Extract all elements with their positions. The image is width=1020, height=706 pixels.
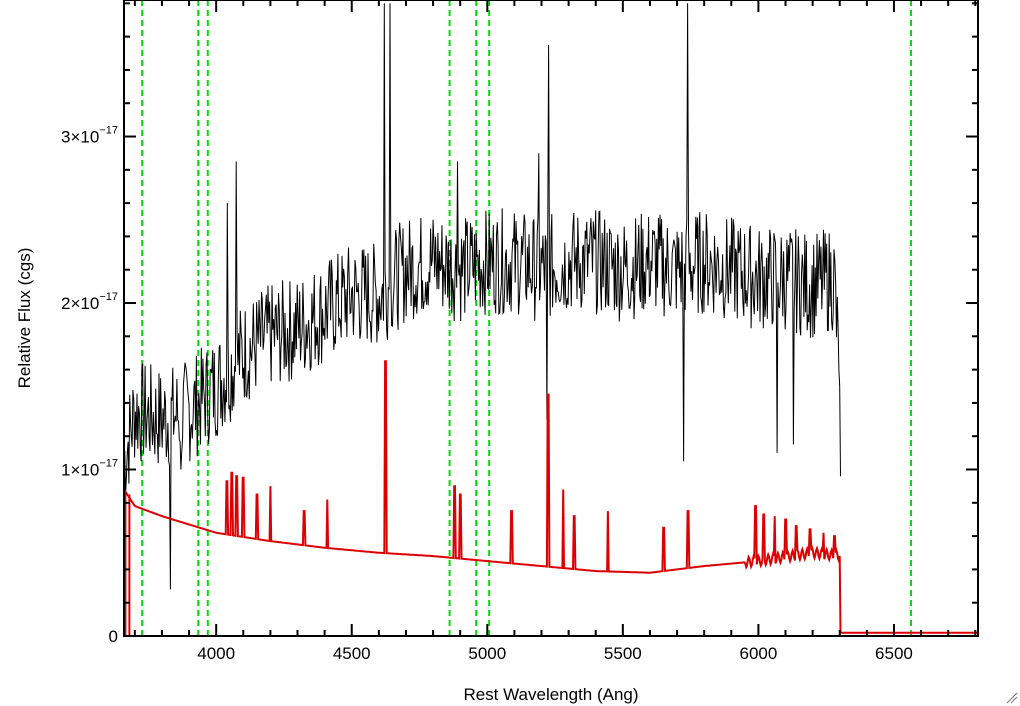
y-tick-label: 3×10−17 <box>61 125 118 147</box>
x-tick-label: 4000 <box>197 644 235 663</box>
resize-grip-icon[interactable] <box>1006 692 1018 704</box>
series-layer <box>123 3 978 636</box>
plot-frame <box>123 0 979 637</box>
y-axis-title: Relative Flux (cgs) <box>15 248 34 389</box>
tick-labels: 4000 4500 5000 5500 6000 6500 0 1×10−17 2×10−17 3… <box>61 125 913 663</box>
x-axis-title: Rest Wavelength (Ang) <box>463 685 638 704</box>
model-spectrum-line <box>123 360 978 636</box>
y-tick-label: 0 <box>109 627 118 646</box>
observed-spectrum-line <box>123 3 841 590</box>
x-tick-label: 6500 <box>875 644 913 663</box>
axes-frame <box>123 0 979 637</box>
x-tick-label: 5000 <box>468 644 506 663</box>
x-tick-label: 5500 <box>604 644 642 663</box>
y-tick-label: 2×10−17 <box>61 291 118 313</box>
x-tick-label: 6000 <box>739 644 777 663</box>
y-tick-label: 1×10−17 <box>61 458 118 480</box>
x-tick-label: 4500 <box>333 644 371 663</box>
